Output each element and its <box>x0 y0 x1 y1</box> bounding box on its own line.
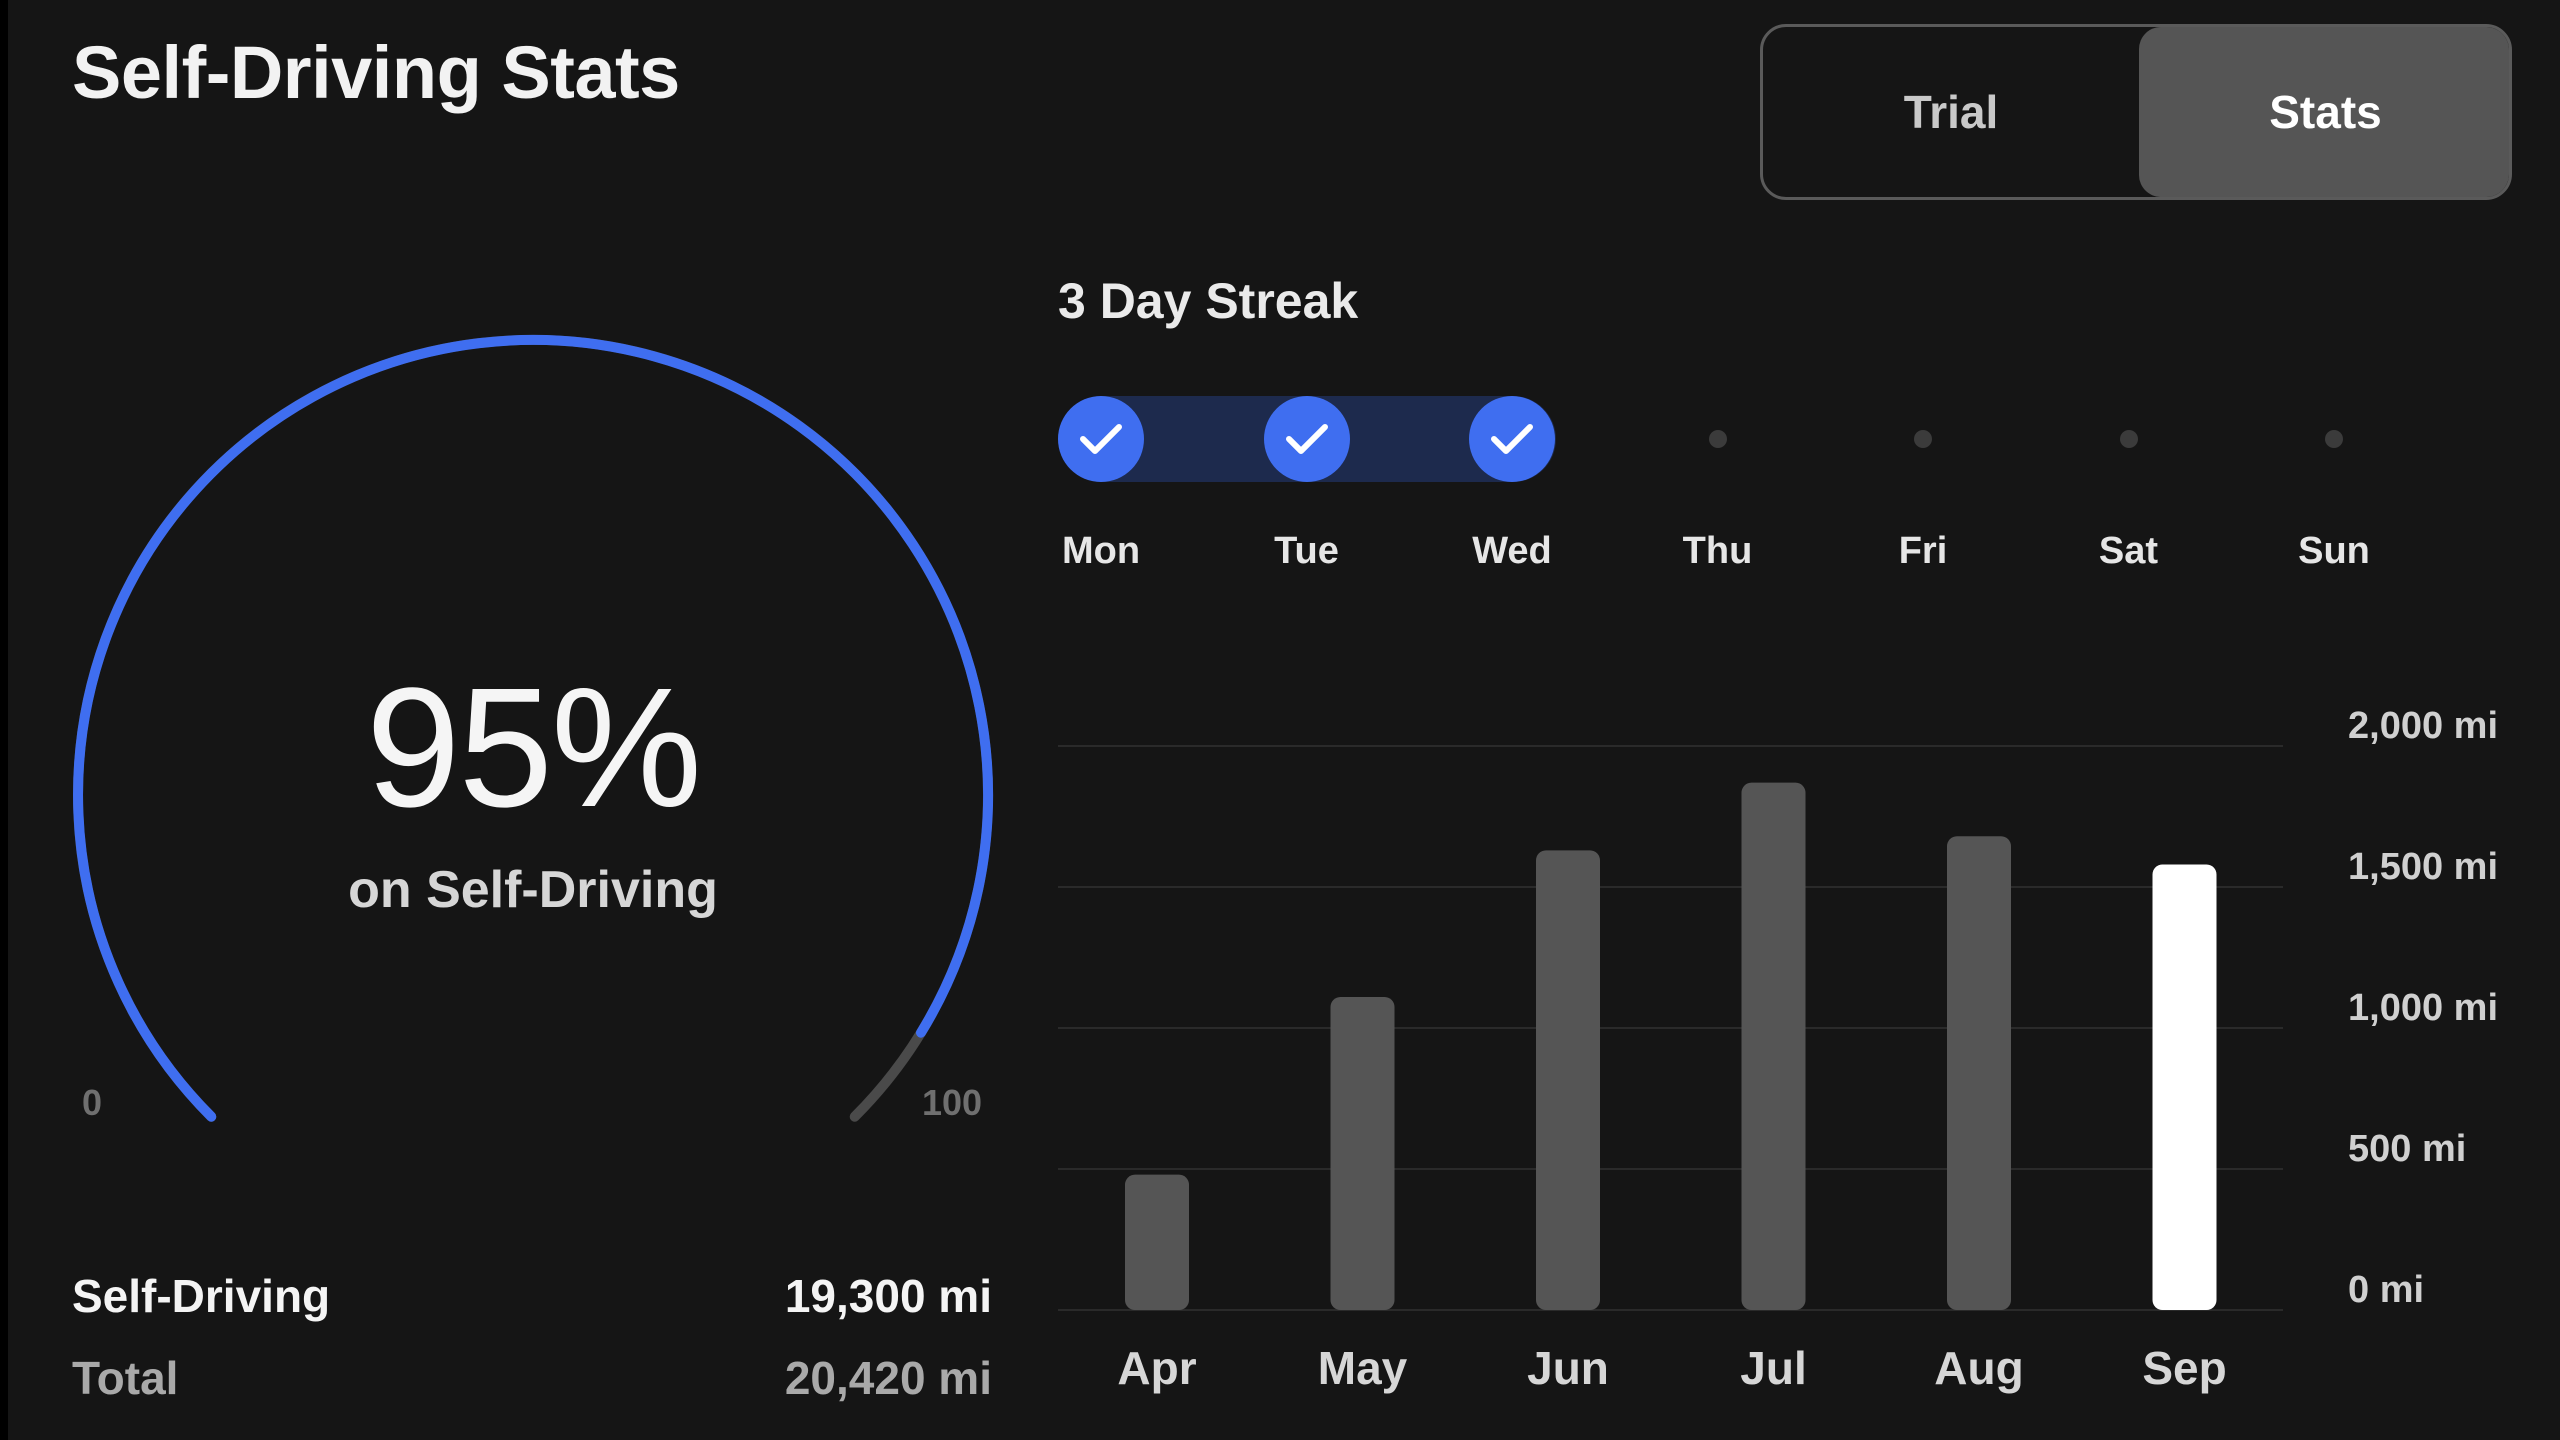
self-driving-gauge: 95% on Self-Driving 0 100 <box>68 330 998 1160</box>
streak-day-label: Sat <box>2098 530 2159 572</box>
toggle-trial[interactable]: Trial <box>1903 86 1999 138</box>
streak-day-label: Mon <box>1061 530 1141 572</box>
bar-may[interactable] <box>1330 996 1395 1310</box>
self-driving-stats-screen: Self-Driving Stats Trial Stats 95% on Se… <box>8 0 2560 1440</box>
total-value: 20,420 mi <box>784 1352 992 1404</box>
y-tick-label: 500 mi <box>2348 1128 2466 1170</box>
streak-day-label: Tue <box>1274 530 1339 572</box>
monthly-mileage-chart: 0 mi 500 mi 1,000 mi 1,500 mi 2,000 mi Apr May… <box>1058 690 2558 1430</box>
streak-day-label: Wed <box>1472 530 1552 572</box>
gauge-percentage: 95% <box>365 653 702 843</box>
streak-title: 3 Day Streak <box>1058 273 1359 329</box>
total-label: Total <box>72 1352 179 1404</box>
gauge-fill <box>73 335 994 1122</box>
gauge-min-label: 0 <box>82 1082 103 1123</box>
gauge-caption: on Self-Driving <box>348 861 718 919</box>
x-tick-label: Jul <box>1740 1342 1806 1394</box>
total-row: Total 20,420 mi <box>72 1337 992 1419</box>
streak-day-sun <box>2291 396 2377 482</box>
self-driving-row: Self-Driving 19,300 mi <box>72 1255 992 1337</box>
check-icon <box>1263 396 1350 482</box>
streak-day-fri <box>1880 396 1966 482</box>
bar-sep[interactable] <box>2152 864 2217 1310</box>
y-tick-label: 1,000 mi <box>2348 987 2498 1029</box>
page-title: Self-Driving Stats <box>72 31 680 114</box>
streak-day-wed <box>1469 396 1555 482</box>
streak-day-sat <box>2086 396 2172 482</box>
y-tick-label: 0 mi <box>2348 1269 2424 1311</box>
gauge-arc <box>73 335 994 1122</box>
streak-day-mon <box>1058 396 1144 482</box>
toggle-stats[interactable]: Stats <box>2139 27 2509 197</box>
bar-aug[interactable] <box>1947 836 2011 1310</box>
x-tick-label: Aug <box>1934 1342 2023 1394</box>
y-tick-label: 1,500 mi <box>2348 846 2498 888</box>
streak-day-label: Thu <box>1682 530 1753 572</box>
self-driving-label: Self-Driving <box>72 1270 331 1322</box>
bar-jul[interactable] <box>1741 782 1806 1310</box>
check-icon <box>1058 396 1144 482</box>
view-toggle: Trial Stats <box>1760 24 2512 200</box>
streak-day-label: Sun <box>2298 530 2370 572</box>
x-tick-label: May <box>1318 1342 1408 1394</box>
streak-day-thu <box>1675 396 1761 482</box>
y-tick-label: 2,000 mi <box>2348 705 2498 747</box>
empty-day-dot <box>2325 430 2343 448</box>
bar-apr[interactable] <box>1125 1174 1189 1310</box>
gauge-max-label: 100 <box>922 1082 983 1123</box>
empty-day-dot <box>2119 430 2138 448</box>
empty-day-dot <box>1914 430 1932 448</box>
x-tick-label: Jun <box>1527 1342 1609 1394</box>
check-icon <box>1469 396 1555 482</box>
x-tick-label: Sep <box>2142 1342 2226 1394</box>
empty-day-dot <box>1708 430 1727 448</box>
streak-day-tue <box>1263 396 1350 482</box>
bar-chart-svg: 0 mi 500 mi 1,000 mi 1,500 mi 2,000 mi Apr May… <box>1058 705 2498 1394</box>
bar-jun[interactable] <box>1536 850 1600 1310</box>
x-tick-label: Apr <box>1117 1342 1196 1394</box>
mileage-summary: Self-Driving 19,300 mi Total 20,420 mi <box>72 1255 992 1419</box>
self-driving-value: 19,300 mi <box>784 1270 992 1322</box>
streak-day-label: Fri <box>1898 530 1948 572</box>
